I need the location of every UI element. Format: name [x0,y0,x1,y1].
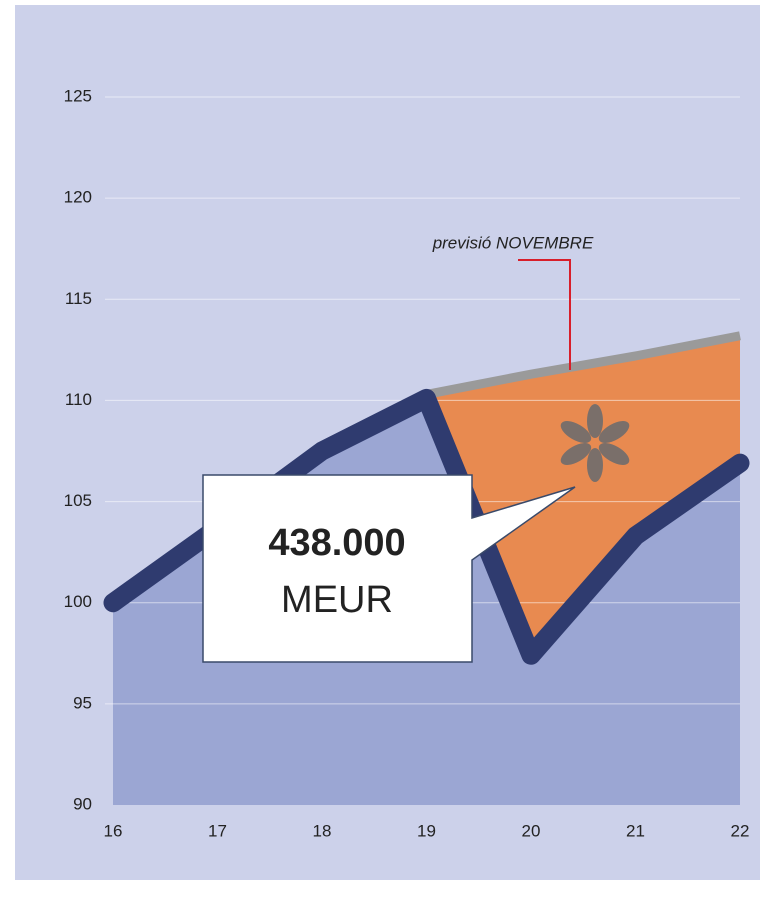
y-tick-label: 105 [64,491,92,510]
asterisk [560,404,630,482]
x-tick-label: 20 [522,821,541,840]
y-tick-label: 115 [65,289,92,308]
x-tick-label: 16 [104,821,123,840]
x-tick-label: 22 [731,821,750,840]
y-tick-label: 110 [65,390,92,409]
y-tick-label: 120 [64,188,92,207]
x-tick-label: 19 [417,821,436,840]
x-tick-label: 21 [626,821,645,840]
y-tick-label: 90 [73,794,92,813]
x-tick-label: 18 [313,821,332,840]
y-tick-label: 95 [73,693,92,712]
y-tick-label: 125 [64,86,92,105]
callout-unit: MEUR [281,579,393,621]
callout-box [202,474,576,663]
annotation: previsió NOVEMBRE [432,233,594,252]
y-tick-label: 100 [64,592,92,611]
x-tick-label: 17 [208,821,227,840]
callout-value: 438.000 [268,522,405,564]
forecast-line [425,331,741,399]
annotation-leader [518,259,571,370]
